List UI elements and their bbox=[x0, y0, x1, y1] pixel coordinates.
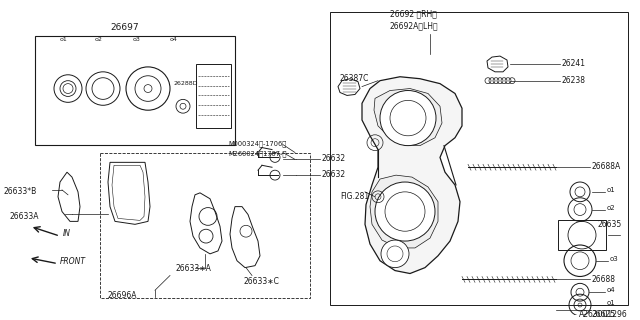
Text: o1: o1 bbox=[607, 300, 616, 306]
Circle shape bbox=[380, 91, 436, 146]
Text: 26238: 26238 bbox=[562, 76, 586, 85]
Text: o1: o1 bbox=[60, 37, 68, 42]
Text: 26633*B: 26633*B bbox=[3, 187, 36, 196]
Circle shape bbox=[381, 240, 409, 268]
Text: FRONT: FRONT bbox=[60, 257, 86, 266]
Text: o1: o1 bbox=[607, 187, 616, 193]
Text: A263001296: A263001296 bbox=[579, 310, 628, 319]
Text: 26635: 26635 bbox=[598, 220, 622, 229]
Bar bbox=[196, 64, 231, 128]
Polygon shape bbox=[362, 77, 462, 274]
Text: 26387C: 26387C bbox=[340, 74, 369, 83]
Text: o3: o3 bbox=[610, 256, 619, 262]
Text: o2: o2 bbox=[607, 205, 616, 211]
Text: o3: o3 bbox=[133, 37, 141, 42]
Text: o4: o4 bbox=[170, 37, 178, 42]
Text: M260024〈1707-〉: M260024〈1707-〉 bbox=[228, 150, 286, 157]
Text: 26692A〈LH〉: 26692A〈LH〉 bbox=[390, 22, 438, 31]
Text: o4: o4 bbox=[607, 287, 616, 293]
Text: 26696A: 26696A bbox=[108, 291, 138, 300]
Circle shape bbox=[375, 182, 435, 241]
Text: 26697: 26697 bbox=[111, 23, 140, 32]
Text: 26633∗A: 26633∗A bbox=[175, 264, 211, 273]
Text: 26632: 26632 bbox=[322, 170, 346, 179]
Text: FIG.281: FIG.281 bbox=[340, 192, 369, 201]
Text: 26688: 26688 bbox=[592, 275, 616, 284]
Polygon shape bbox=[374, 89, 442, 146]
Text: 26688A: 26688A bbox=[592, 162, 621, 171]
Text: 26288D: 26288D bbox=[174, 81, 198, 86]
Text: o2: o2 bbox=[95, 37, 103, 42]
Text: M000324「-1706」: M000324「-1706」 bbox=[228, 141, 286, 147]
Text: 26625: 26625 bbox=[592, 310, 616, 319]
Text: 26633A: 26633A bbox=[10, 212, 40, 220]
Polygon shape bbox=[370, 175, 438, 248]
Text: IN: IN bbox=[63, 229, 71, 238]
Bar bbox=[35, 36, 235, 145]
Text: 26692 〈RH〉: 26692 〈RH〉 bbox=[390, 10, 437, 19]
Bar bbox=[558, 220, 606, 250]
Text: 26632: 26632 bbox=[322, 155, 346, 164]
Text: 26633∗C: 26633∗C bbox=[243, 277, 279, 286]
Bar bbox=[100, 153, 310, 298]
Text: 26241: 26241 bbox=[562, 59, 586, 68]
